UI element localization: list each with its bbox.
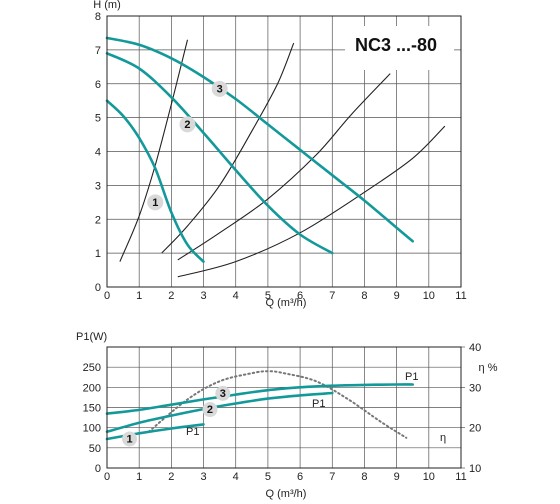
x-tick-label: 11 (455, 471, 466, 483)
y-tick-label: 7 (95, 45, 101, 57)
y-axis-label: H (m) (93, 0, 121, 11)
y2-tick-label: 10 (469, 463, 481, 475)
x-tick-label: 5 (265, 290, 271, 302)
x-tick-label: 10 (423, 471, 435, 483)
head-chart-frame (106, 15, 462, 288)
x-tick-label: 11 (455, 290, 466, 302)
y-tick-label: 5 (95, 113, 101, 125)
system-curve-4 (177, 125, 446, 278)
x-tick-label: 4 (233, 471, 239, 483)
power-curves (105, 383, 414, 441)
y-tick-label: 3 (95, 180, 101, 192)
x-tick-label: 1 (136, 471, 142, 483)
p1-label-curve-2: P1 (312, 398, 325, 410)
y2-tick-label: 30 (469, 382, 481, 394)
speed-badge-2 (202, 402, 218, 418)
power-chart-grid (107, 347, 461, 468)
system-curves (119, 39, 446, 278)
y2-tick-label: 40 (469, 342, 481, 354)
y-tick-label: 200 (83, 382, 101, 394)
x-tick-label: 7 (329, 471, 335, 483)
speed-badge-1 (122, 431, 138, 447)
x-tick-label: 3 (200, 290, 206, 302)
x-tick-label: 6 (297, 471, 303, 483)
chart-title: NC3 ...-80 (355, 35, 437, 55)
y-tick-label: 6 (95, 79, 101, 91)
speed-badge-label-2: 2 (207, 404, 213, 416)
y-tick-label: 1 (95, 248, 101, 260)
y-tick-label: 8 (95, 11, 101, 23)
power-y-axis-label: P1(W) (76, 331, 107, 343)
power-x-axis-label: Q (m³/h) (266, 488, 307, 500)
x-tick-label: 2 (168, 290, 174, 302)
speed-badge-2 (179, 116, 196, 133)
y-tick-label: 2 (95, 214, 101, 226)
system-curve-2 (161, 42, 295, 254)
efficiency-curve (147, 370, 408, 439)
speed-badge-label-1: 1 (152, 197, 158, 209)
y-tick-label: 50 (89, 443, 101, 455)
system-curve-3 (177, 73, 391, 261)
x-tick-label: 7 (329, 290, 335, 302)
power-speed-badges: 1 23 (122, 385, 231, 447)
x-tick-label: 1 (136, 290, 142, 302)
eta-label: η (440, 432, 446, 444)
x-tick-label: 10 (423, 290, 435, 302)
speed-badge-3 (211, 80, 228, 97)
x-tick-label: 9 (394, 471, 400, 483)
speed-badges: 1 2 3 (147, 80, 228, 211)
x-tick-label: 3 (200, 471, 206, 483)
head-chart-ticks: 0 1 2 3 4 5 6 7 8 9 10 11 0 1 2 3 4 5 6 7 8 (95, 11, 467, 302)
x-tick-label: 4 (233, 290, 239, 302)
head-curve-1 (105, 99, 205, 263)
y-tick-label: 0 (95, 463, 101, 475)
efficiency-axis-label: η % (479, 362, 498, 374)
x-tick-label: 6 (297, 290, 303, 302)
head-curve-3 (105, 36, 414, 243)
speed-badge-3 (215, 385, 231, 401)
x-tick-label: 9 (394, 290, 400, 302)
x-tick-label: 0 (104, 290, 110, 302)
y2-tick-label: 20 (469, 423, 481, 435)
y-tick-label: 4 (95, 147, 101, 159)
head-curve-2 (105, 52, 334, 255)
title-box (345, 26, 454, 70)
x-axis-label: Q (m³/h) (266, 297, 307, 309)
power-curve-2 (105, 391, 334, 433)
system-curve-1 (119, 39, 189, 262)
p1-label-curve-1: P1 (186, 426, 199, 438)
x-tick-label: 8 (361, 290, 367, 302)
speed-badge-label-2: 2 (184, 119, 190, 131)
x-tick-label: 5 (265, 471, 271, 483)
speed-badge-label-3: 3 (220, 388, 226, 400)
speed-badge-1 (147, 194, 164, 211)
x-tick-label: 0 (104, 471, 110, 483)
pump-head-curves (105, 36, 414, 263)
power-curve-3 (105, 383, 414, 415)
power-curve-1 (105, 423, 205, 441)
power-chart-frame (106, 346, 462, 469)
y-tick-label: 150 (83, 403, 101, 415)
efficiency-curve-group (147, 370, 408, 439)
speed-badge-label-3: 3 (217, 83, 223, 95)
x-tick-label: 8 (361, 471, 367, 483)
p1-label-curve-3: P1 (405, 371, 418, 383)
y-tick-label: 100 (83, 423, 101, 435)
speed-badge-label-1: 1 (126, 433, 132, 445)
y-tick-label: 0 (95, 282, 101, 294)
power-chart: 123 0 1 2 3 4 5 6 7 8 9 10 110501001502002501020304… (76, 331, 498, 500)
head-chart: 1 2 3 0 1 2 3 4 5 6 7 8 9 10 11 0 1 2 3 4 5 6 7 8 NC3 ...-80 H… (93, 0, 466, 309)
y-tick-label: 250 (83, 362, 101, 374)
x-tick-label: 2 (168, 471, 174, 483)
